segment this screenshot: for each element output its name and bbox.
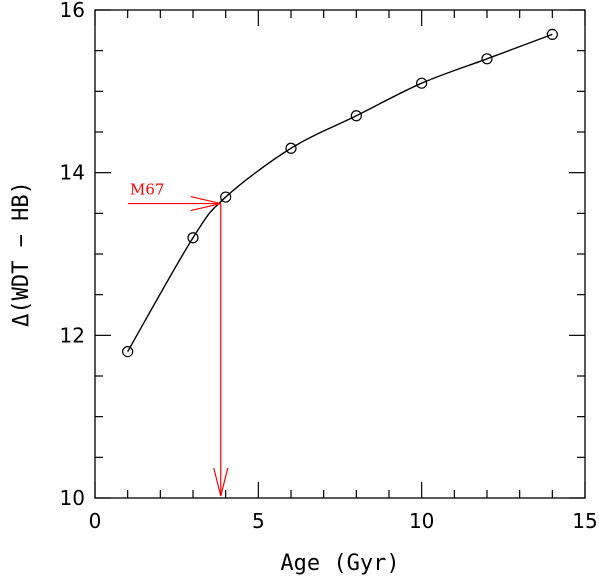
- y-axis-title: Δ(WDT − HB): [9, 181, 34, 327]
- series-curve: [127, 33, 553, 352]
- data-point: [187, 232, 199, 244]
- annotation-label: M67: [130, 181, 164, 199]
- y-tick-label: 10: [60, 486, 85, 510]
- data-point: [350, 110, 362, 122]
- data-point: [122, 346, 134, 358]
- data-point: [481, 53, 493, 65]
- x-tick-label: 15: [572, 509, 597, 533]
- axis-ticks: [94, 9, 586, 499]
- x-axis-title: Age (Gyr): [280, 551, 399, 576]
- y-tick-label: 16: [60, 0, 85, 22]
- tick-labels: 0 5 10 15 10 12 14 16: [60, 0, 598, 533]
- annotation-v-arrowhead: [213, 467, 229, 497]
- data-point: [416, 77, 428, 89]
- y-tick-label: 12: [60, 323, 85, 347]
- data-point: [546, 28, 558, 41]
- x-tick-label: 5: [252, 509, 265, 533]
- x-tick-label: 10: [409, 509, 434, 533]
- plot-frame: [94, 9, 586, 499]
- data-point: [285, 142, 297, 154]
- m67-annotation: M67: [128, 181, 229, 497]
- series-markers: [122, 28, 558, 358]
- data-point: [220, 191, 232, 203]
- x-tick-label: 0: [89, 509, 102, 533]
- y-tick-label: 14: [60, 161, 85, 185]
